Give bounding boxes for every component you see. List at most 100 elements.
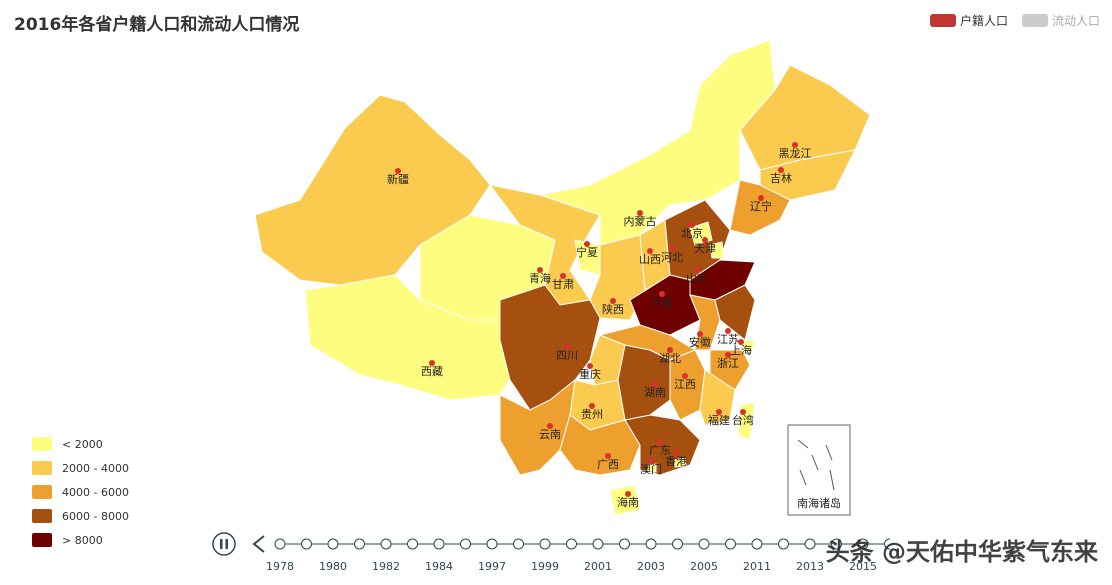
province-四川[interactable] [499, 284, 601, 411]
timeline-dot[interactable] [566, 538, 577, 550]
province-上海[interactable] [741, 339, 756, 353]
province-label: 黑龙江 [779, 147, 812, 160]
province-label: 江西 [674, 378, 696, 391]
timeline-dot[interactable] [274, 538, 286, 550]
province-label: 新疆 [387, 172, 409, 186]
play-pause-button[interactable] [212, 532, 236, 556]
timeline-dot[interactable] [486, 538, 498, 550]
visual-map-item[interactable]: 4000 - 6000 [32, 480, 129, 504]
province-label: 天津 [694, 242, 716, 255]
province-label: 北京 [681, 226, 703, 240]
legend-item-huji[interactable]: 户籍人口 [929, 12, 1008, 29]
timeline-dot[interactable] [460, 538, 471, 550]
province-marker [689, 222, 695, 228]
inset-dash [829, 469, 835, 491]
province-marker [659, 291, 665, 297]
timeline-year-label[interactable]: 2001 [584, 560, 612, 573]
timeline-year-label[interactable]: 1984 [425, 560, 453, 573]
province-澳门[interactable] [647, 463, 657, 473]
province-label: 湖北 [659, 352, 681, 365]
timeline-dot[interactable] [645, 538, 657, 550]
province-marker [648, 458, 654, 464]
timeline-year-label[interactable]: 1978 [266, 560, 294, 573]
province-label: 上海 [730, 343, 752, 357]
timeline-dot[interactable] [804, 538, 816, 550]
province-label: 广西 [597, 458, 619, 471]
province-marker [657, 439, 663, 445]
timeline-year-label[interactable]: 2011 [743, 560, 771, 573]
province-香港[interactable] [674, 457, 687, 468]
prev-button[interactable] [252, 535, 265, 553]
timeline-year-label[interactable]: 1999 [531, 560, 559, 573]
watermark-text: 头条 @天佑中华紫气东来 [825, 538, 1098, 566]
timeline-dot[interactable] [407, 538, 418, 550]
province-label: 河北 [661, 251, 683, 264]
chart-title: 2016年各省户籍人口和流动人口情况 [14, 15, 300, 35]
province-marker [792, 142, 798, 148]
province-marker [584, 241, 590, 247]
province-label: 重庆 [579, 367, 601, 381]
visual-map-label: 6000 - 8000 [62, 509, 129, 523]
inset-dash [797, 439, 809, 449]
province-label: 内蒙古 [624, 214, 657, 228]
province-label: 贵州 [581, 408, 603, 421]
timeline-dot[interactable] [354, 538, 365, 550]
visual-map-label: 2000 - 4000 [62, 461, 129, 475]
province-天津[interactable] [709, 241, 725, 259]
province-江苏[interactable] [714, 284, 756, 341]
timeline-dot[interactable] [433, 538, 445, 550]
province-福建[interactable] [699, 369, 736, 426]
province-marker [738, 339, 744, 345]
timeline-dot[interactable] [751, 538, 763, 550]
inset-dash [825, 444, 833, 461]
province-marker [395, 168, 401, 174]
province-marker [697, 331, 703, 337]
province-海南[interactable] [609, 484, 641, 516]
timeline-dot[interactable] [301, 538, 312, 550]
timeline-dot[interactable] [698, 538, 710, 550]
timeline-dot[interactable] [725, 538, 736, 550]
province-label: 云南 [539, 428, 561, 441]
timeline-dot[interactable] [884, 538, 891, 550]
timeline-year-label[interactable]: 1997 [478, 560, 506, 573]
timeline-dot[interactable] [619, 538, 630, 550]
timeline-dot[interactable] [539, 538, 551, 550]
visual-map: < 2000 2000 - 4000 4000 - 6000 6000 - 80… [32, 432, 129, 552]
province-marker [673, 450, 679, 456]
province-label: 湖南 [644, 386, 666, 399]
province-marker [610, 298, 616, 304]
legend-item-liudong[interactable]: 流动人口 [1021, 12, 1100, 29]
timeline-dot[interactable] [513, 538, 524, 550]
timeline-year-label[interactable]: 2013 [796, 560, 824, 573]
visual-map-item[interactable]: < 2000 [32, 432, 129, 456]
timeline-year-label[interactable]: 2015 [849, 560, 877, 573]
timeline-dot[interactable] [327, 538, 339, 550]
visual-map-item[interactable]: 6000 - 8000 [32, 504, 129, 528]
timeline-dot[interactable] [380, 538, 392, 550]
province-marker [694, 267, 700, 273]
province-marker [647, 248, 653, 254]
timeline-year-label[interactable]: 2003 [637, 560, 665, 573]
province-辽宁[interactable] [729, 179, 791, 236]
timeline-dot[interactable] [672, 538, 683, 550]
visual-map-swatch [32, 533, 52, 547]
visual-map-item[interactable]: > 8000 [32, 528, 129, 552]
timeline-dot[interactable] [857, 538, 869, 550]
timeline-dot[interactable] [831, 538, 842, 550]
province-marker [652, 381, 658, 387]
province-marker [560, 273, 566, 279]
timeline-year-label[interactable]: 1982 [372, 560, 400, 573]
inset-dash [799, 469, 807, 486]
timeline-dot[interactable] [778, 538, 789, 550]
province-marker [669, 246, 675, 252]
province-label: 青海 [529, 271, 551, 285]
province-label: 宁夏 [576, 245, 598, 259]
timeline-year-label[interactable]: 2005 [690, 560, 718, 573]
province-label: 山东 [686, 272, 708, 285]
province-label: 海南 [617, 495, 639, 509]
visual-map-item[interactable]: 2000 - 4000 [32, 456, 129, 480]
timeline-dot[interactable] [592, 538, 604, 550]
province-label: 安徽 [689, 335, 711, 349]
timeline[interactable]: 1978 1980 1982 1984 1997 1999 2001 2003 2005 2011… [210, 530, 890, 580]
timeline-year-label[interactable]: 1980 [319, 560, 347, 573]
